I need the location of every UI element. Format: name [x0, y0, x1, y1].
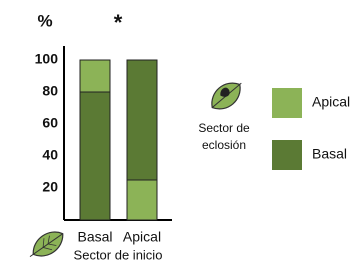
bar-segment: [80, 92, 110, 220]
chart: % * Sector de inicio Sector de eclosión …: [0, 0, 362, 265]
x-tick-label: Apical: [123, 229, 161, 245]
y-tick-label: 40: [42, 147, 58, 163]
legend-swatch: [272, 88, 302, 118]
legend-label: Basal: [312, 146, 347, 162]
leaf-icon: [205, 75, 248, 116]
bar-segment: [127, 60, 157, 180]
y-tick-label: 60: [42, 115, 58, 131]
significance-annotation: *: [114, 10, 123, 35]
legend-title: Sector de: [198, 121, 250, 135]
leaf-icon: [24, 226, 68, 265]
legend-label: Apical: [312, 94, 350, 110]
bar-segment: [127, 180, 157, 220]
y-tick-label: 80: [42, 83, 58, 99]
legend-title: eclosión: [202, 138, 246, 152]
y-axis-label: %: [37, 11, 52, 30]
y-tick-label: 100: [35, 51, 59, 67]
bar-segment: [80, 60, 110, 92]
legend-swatch: [272, 140, 302, 170]
y-tick-label: 20: [42, 179, 58, 195]
x-axis-label: Sector de inicio: [74, 247, 163, 262]
x-tick-label: Basal: [77, 229, 112, 245]
